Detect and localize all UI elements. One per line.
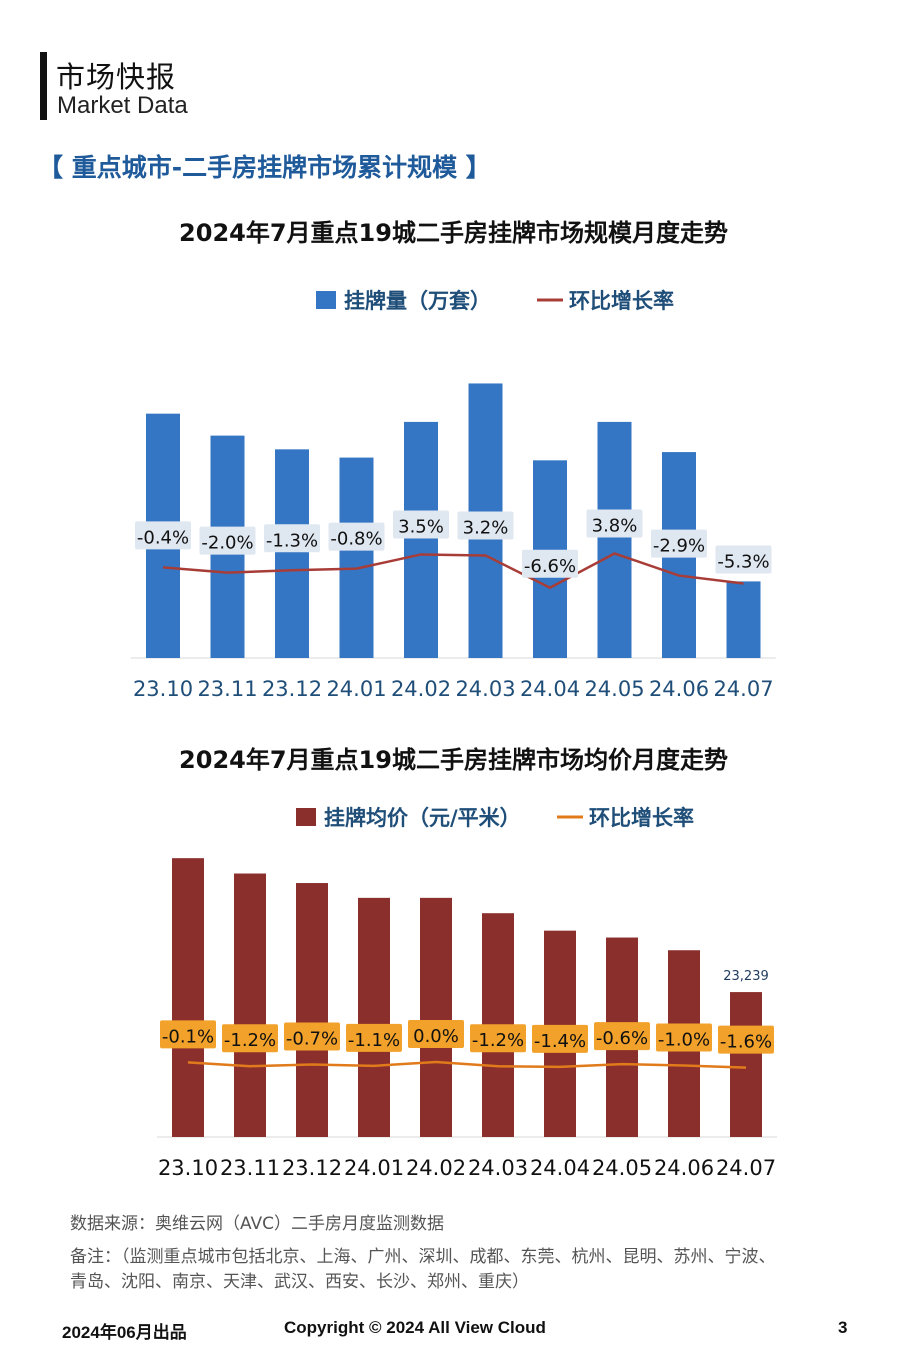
- header-accent-bar: [40, 52, 47, 120]
- chart2-svg: 挂牌均价（元/平米） 环比增长率 23,239 -0.1% -1.2% -0.7% -1.1…: [157, 806, 777, 1180]
- x-tick-label: 24.02: [391, 677, 451, 701]
- growth-label-bg: [328, 522, 385, 551]
- growth-label-bg: [408, 1020, 464, 1048]
- growth-label: 0.0%: [413, 1026, 459, 1047]
- legend-bar-swatch: [296, 808, 316, 826]
- growth-label-bg: [715, 545, 772, 574]
- legend-line-label: 环比增长率: [589, 806, 694, 830]
- growth-label: -2.0%: [201, 533, 253, 554]
- growth-label: -0.6%: [596, 1028, 648, 1049]
- x-tick-label: 24.03: [468, 1156, 528, 1180]
- x-tick-label: 24.02: [406, 1156, 466, 1180]
- growth-label-bg: [222, 1024, 278, 1053]
- growth-label-bg: [264, 524, 320, 553]
- growth-label: 3.5%: [398, 516, 444, 537]
- growth-label-bg: [457, 511, 514, 540]
- growth-label-bg: [135, 521, 191, 550]
- x-tick-label: 24.01: [326, 677, 386, 701]
- note-line-1: 备注：（监测重点城市包括北京、上海、广州、深圳、成都、东莞、杭州、昆明、苏州、宁…: [70, 1247, 776, 1267]
- x-tick-label: 24.07: [716, 1156, 776, 1180]
- growth-label: -1.1%: [348, 1030, 400, 1051]
- section-title: 【 重点城市-二手房挂牌市场累计规模 】: [38, 153, 491, 182]
- growth-label: -0.4%: [137, 527, 189, 548]
- note-line-2: 青岛、沈阳、南京、天津、武汉、西安、长沙、郑州、重庆）: [70, 1272, 529, 1292]
- growth-label-bg: [393, 510, 449, 539]
- x-tick-label: 24.04: [530, 1156, 590, 1180]
- page-number: 3: [838, 1318, 848, 1337]
- x-tick-label: 23.11: [220, 1156, 280, 1180]
- legend-line-label: 环比增长率: [569, 289, 674, 313]
- x-tick-label: 24.04: [520, 677, 580, 701]
- growth-label-bg: [532, 1024, 588, 1053]
- x-tick-label: 24.07: [713, 677, 773, 701]
- bar: [726, 581, 761, 658]
- growth-line: [187, 1060, 747, 1069]
- bar: [597, 421, 632, 658]
- growth-label-bg: [718, 1025, 774, 1054]
- chart1-svg: 挂牌量（万套）环比增长率247.9-0.4%-2.0%-1.3%-0.8%3.5…: [130, 289, 776, 701]
- chart1-title: 2024年7月重点19城二手房挂牌市场规模月度走势: [179, 219, 728, 247]
- growth-label: -5.3%: [717, 551, 769, 572]
- x-tick-label: 23.11: [197, 677, 257, 701]
- x-tick-label: 24.03: [455, 677, 515, 701]
- growth-label: -0.7%: [286, 1028, 338, 1049]
- growth-label: -1.2%: [224, 1030, 276, 1051]
- bar-value-label: 23,239: [723, 969, 769, 984]
- growth-label: -2.9%: [653, 536, 705, 557]
- growth-label: -1.3%: [266, 530, 318, 551]
- x-tick-label: 23.12: [262, 677, 322, 701]
- growth-label: -0.8%: [330, 529, 382, 550]
- bar: [420, 897, 452, 1137]
- growth-label-bg: [284, 1022, 340, 1051]
- x-tick-label: 24.05: [592, 1156, 652, 1180]
- growth-label: 3.8%: [592, 515, 638, 536]
- growth-label: 3.2%: [463, 517, 509, 538]
- bar: [172, 858, 204, 1137]
- bar: [339, 457, 374, 658]
- growth-label: -1.0%: [658, 1030, 710, 1051]
- growth-label-bg: [656, 1023, 712, 1052]
- x-tick-label: 23.10: [158, 1156, 218, 1180]
- growth-label-bg: [470, 1024, 526, 1053]
- x-tick-label: 24.05: [584, 677, 644, 701]
- growth-label-bg: [586, 509, 643, 538]
- x-tick-label: 24.06: [649, 677, 709, 701]
- x-tick-label: 24.01: [344, 1156, 404, 1180]
- growth-label-bg: [594, 1022, 650, 1051]
- footer-date: 2024年06月出品: [62, 1323, 187, 1342]
- growth-label-bg: [651, 529, 707, 558]
- bar: [730, 992, 762, 1137]
- bar: [275, 449, 309, 658]
- bar: [296, 883, 328, 1137]
- source-line: 数据来源：奥维云网（AVC）二手房月度监测数据: [70, 1214, 445, 1234]
- growth-label: -6.6%: [524, 556, 576, 577]
- growth-label-bg: [346, 1023, 402, 1052]
- header-title-cn: 市场快报: [56, 60, 177, 94]
- x-tick-label: 23.12: [282, 1156, 342, 1180]
- x-tick-label: 24.06: [654, 1156, 714, 1180]
- growth-label-bg: [160, 1020, 216, 1049]
- legend-bar-label: 挂牌均价（元/平米）: [324, 806, 521, 830]
- x-tick-label: 23.10: [133, 677, 193, 701]
- bar: [404, 421, 438, 658]
- growth-label: -0.1%: [162, 1026, 214, 1047]
- growth-line: [162, 552, 744, 590]
- chart2-title: 2024年7月重点19城二手房挂牌市场均价月度走势: [179, 746, 728, 774]
- header-title-en: Market Data: [57, 92, 188, 119]
- legend-bar-label: 挂牌量（万套）: [344, 289, 491, 313]
- growth-label: -1.2%: [472, 1030, 524, 1051]
- growth-label-bg: [522, 549, 578, 578]
- legend-bar-swatch: [316, 291, 336, 309]
- growth-label: -1.4%: [534, 1031, 586, 1052]
- footer-copyright: Copyright © 2024 All View Cloud: [284, 1318, 546, 1337]
- bar: [358, 897, 390, 1137]
- growth-label: -1.6%: [720, 1032, 772, 1053]
- bar: [234, 873, 266, 1137]
- growth-label-bg: [199, 526, 256, 555]
